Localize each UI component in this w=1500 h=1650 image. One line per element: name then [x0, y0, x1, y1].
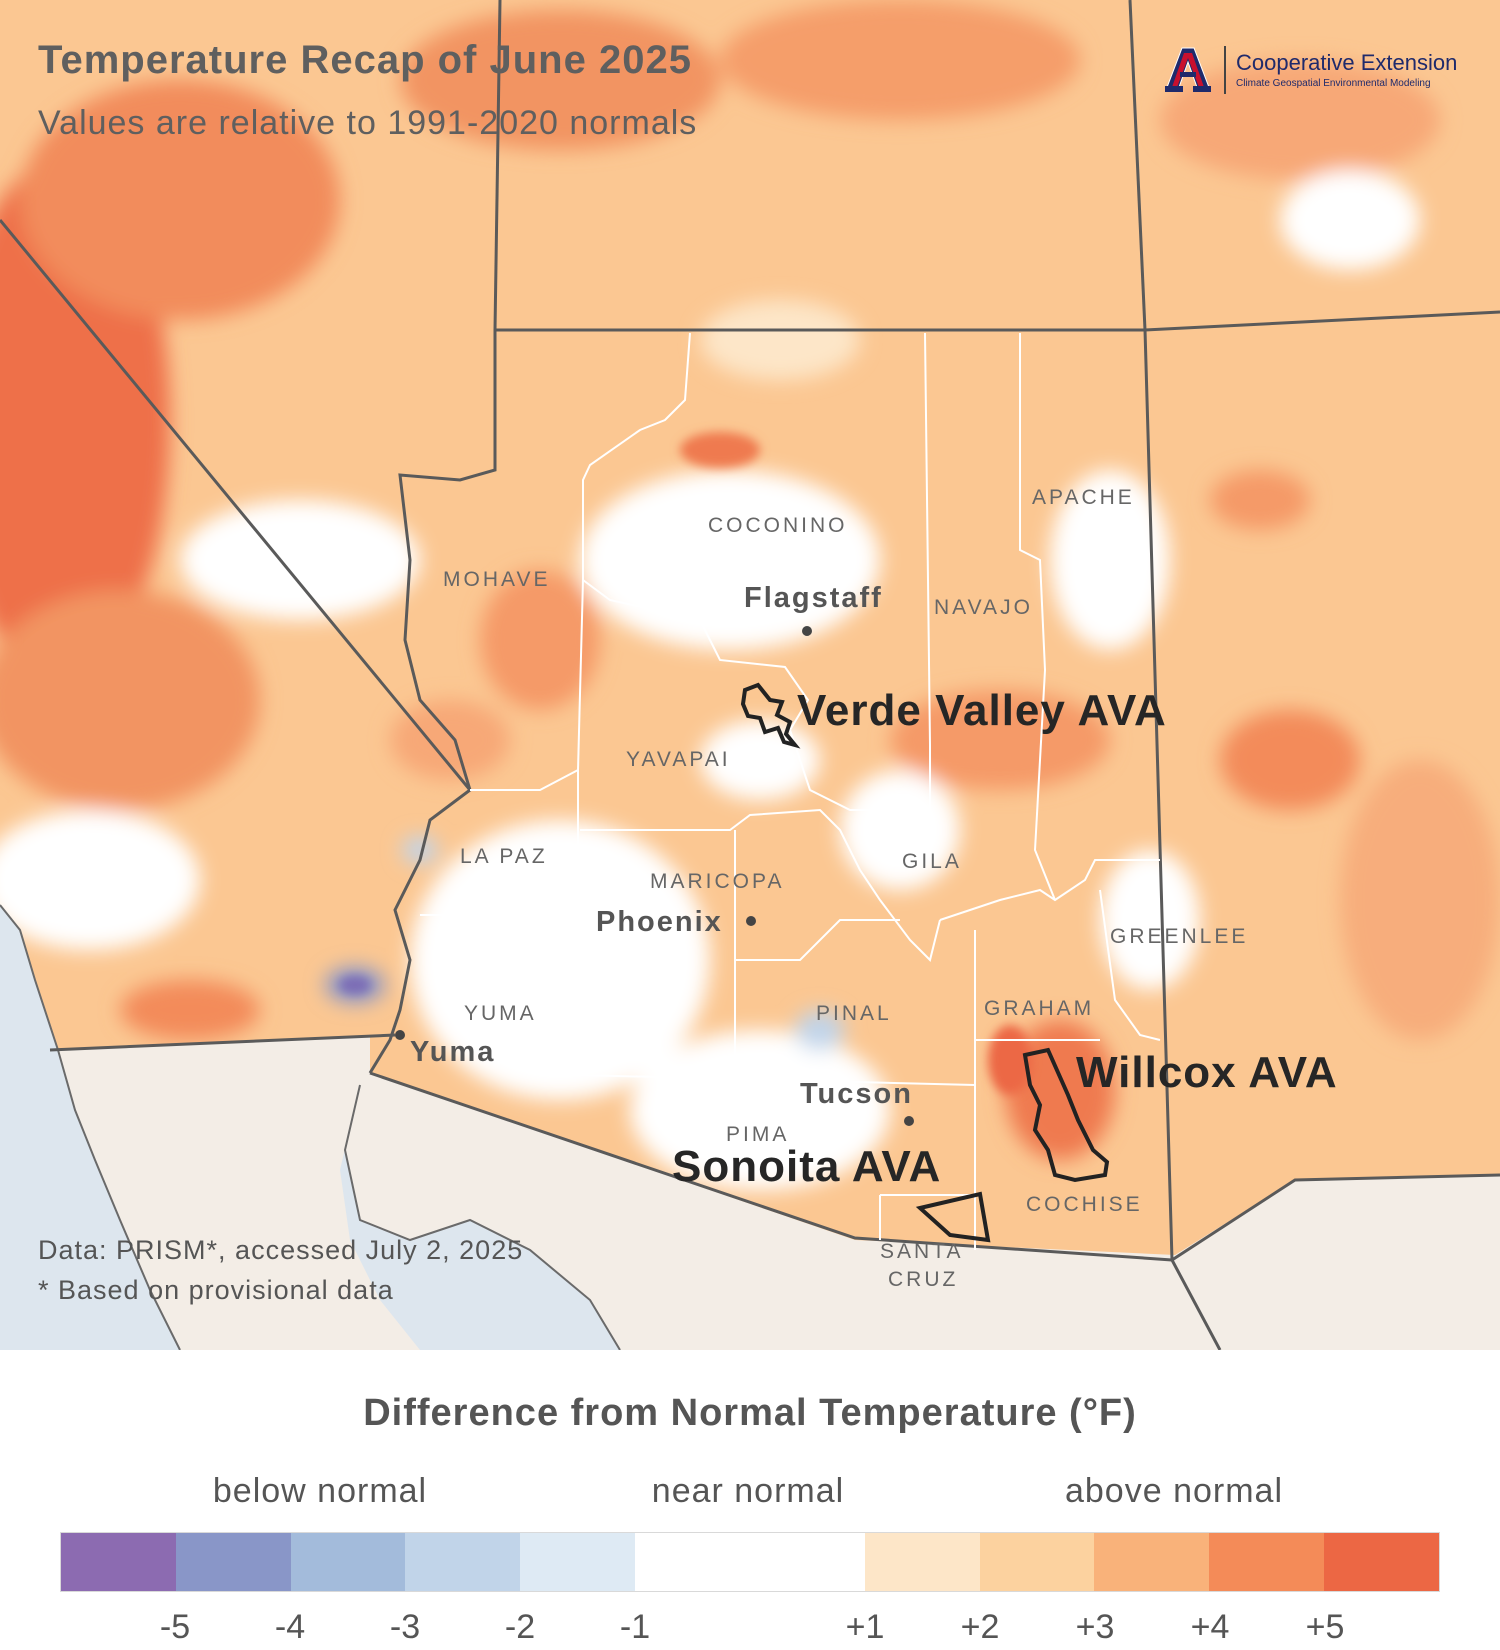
county-label: GRAHAM	[984, 997, 1095, 1020]
phoenix-dot	[746, 916, 756, 926]
temperature-map: COCONINO APACHE MOHAVE NAVAJO YAVAPAI LA…	[0, 0, 1500, 1350]
logo-title: Cooperative Extension	[1236, 50, 1458, 75]
county-label: SANTA	[880, 1240, 964, 1263]
legend-tick-label: -4	[274, 1608, 306, 1646]
legend-swatch	[864, 1533, 980, 1591]
yuma-dot	[395, 1030, 405, 1040]
legend-tick-label: +5	[1305, 1608, 1345, 1646]
county-label: GREENLEE	[1110, 925, 1249, 948]
water	[0, 905, 180, 1350]
county-label: MARICOPA	[650, 870, 785, 893]
legend-tick-label: +2	[960, 1608, 1000, 1646]
state-boundaries	[0, 0, 1500, 1350]
county-label: APACHE	[1032, 486, 1135, 509]
legend-swatch	[979, 1533, 1095, 1591]
legend-tick-label: -1	[619, 1608, 651, 1646]
map-canvas	[0, 0, 1500, 1350]
legend-color-bar	[60, 1532, 1440, 1592]
legend-swatch	[635, 1533, 865, 1591]
county-label: YAVAPAI	[626, 748, 731, 771]
legend-swatch	[520, 1533, 636, 1591]
county-label: LA PAZ	[460, 845, 548, 868]
flagstaff-dot	[802, 626, 812, 636]
map-title: Temperature Recap of June 2025	[38, 38, 692, 82]
ava-label-sonoita: Sonoita AVA	[672, 1142, 942, 1191]
legend-swatch	[61, 1533, 176, 1591]
legend-swatch	[175, 1533, 291, 1591]
county-lines	[420, 332, 1161, 1250]
legend-category-above: above normal	[1064, 1472, 1283, 1510]
county-label: PINAL	[816, 1002, 892, 1025]
data-source-credit: Data: PRISM*, accessed July 2, 2025	[38, 1235, 524, 1265]
ava-label-willcox: Willcox AVA	[1076, 1048, 1338, 1097]
legend-tick-label: +1	[845, 1608, 885, 1646]
anomaly-detail	[339, 432, 1032, 1095]
cooperative-extension-logo: Cooperative Extension Climate Geospatial…	[1162, 44, 1482, 100]
county-label: COCONINO	[708, 514, 848, 537]
legend-swatch	[1209, 1533, 1325, 1591]
county-label: COCHISE	[1026, 1193, 1143, 1216]
legend-tick-label: -2	[504, 1608, 536, 1646]
legend-category-near: near normal	[651, 1472, 845, 1510]
legend-swatch	[405, 1533, 521, 1591]
legend-title: Difference from Normal Temperature (°F)	[363, 1392, 1137, 1434]
provisional-note: * Based on provisional data	[38, 1275, 394, 1305]
city-label-tucson: Tucson	[800, 1078, 913, 1110]
county-label: YUMA	[464, 1002, 537, 1025]
county-label: MOHAVE	[443, 568, 551, 591]
willcox-ava-outline	[1022, 1047, 1110, 1183]
county-label: GILA	[902, 850, 962, 873]
gulf-of-california	[340, 1085, 620, 1350]
logo-subtitle: Climate Geospatial Environmental Modelin…	[1236, 78, 1431, 89]
legend-tick-label: +4	[1190, 1608, 1230, 1646]
county-label: PIMA	[726, 1123, 790, 1146]
verde-valley-ava-outline	[740, 682, 801, 749]
university-a-logo-icon	[1165, 47, 1211, 92]
anomaly-field	[0, 0, 1500, 1190]
county-label: CRUZ	[888, 1268, 959, 1291]
tucson-dot	[904, 1116, 914, 1126]
city-label-flagstaff: Flagstaff	[744, 582, 883, 614]
legend-swatch	[1094, 1533, 1210, 1591]
legend-tick-label: -5	[159, 1608, 191, 1646]
legend-swatch	[1324, 1533, 1439, 1591]
ava-label-verde-valley: Verde Valley AVA	[797, 686, 1167, 735]
legend-tick-label: +3	[1075, 1608, 1115, 1646]
city-label-yuma: Yuma	[410, 1036, 496, 1068]
city-label-phoenix: Phoenix	[596, 906, 723, 938]
legend-tick-label: -3	[389, 1608, 421, 1646]
legend-category-below: below normal	[212, 1472, 428, 1510]
county-label: NAVAJO	[934, 596, 1033, 619]
coastline-gulf	[343, 1084, 621, 1350]
map-subtitle: Values are relative to 1991-2020 normals	[38, 104, 698, 142]
coastline	[0, 904, 181, 1350]
legend-swatch	[290, 1533, 406, 1591]
sonoita-ava-outline	[915, 1191, 991, 1243]
logo-divider	[1224, 46, 1226, 94]
